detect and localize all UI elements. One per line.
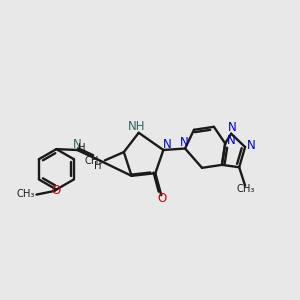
Text: O: O: [52, 184, 61, 197]
Text: H: H: [94, 161, 102, 171]
Text: CH₃: CH₃: [236, 184, 255, 194]
Text: N: N: [226, 134, 235, 147]
Text: O: O: [157, 192, 167, 205]
Text: N: N: [246, 139, 255, 152]
Text: NH: NH: [128, 120, 146, 133]
Text: CH₃: CH₃: [85, 156, 103, 166]
Text: N: N: [179, 136, 188, 149]
Text: N: N: [73, 138, 82, 151]
Text: CH₃: CH₃: [16, 189, 35, 199]
Text: N: N: [228, 121, 237, 134]
Text: H: H: [78, 143, 85, 153]
Text: N: N: [163, 138, 172, 152]
